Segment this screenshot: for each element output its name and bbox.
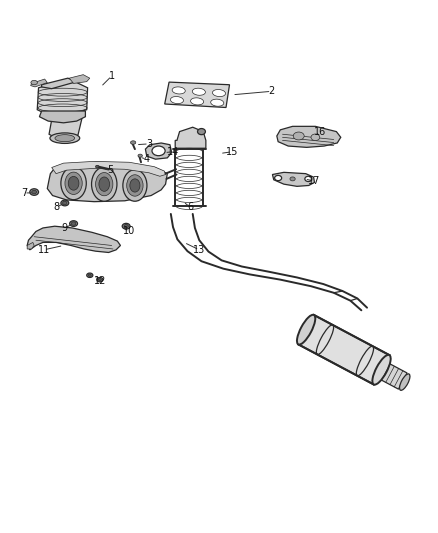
Polygon shape bbox=[52, 161, 166, 176]
Ellipse shape bbox=[170, 96, 184, 103]
Text: 4: 4 bbox=[144, 154, 150, 164]
Text: 10: 10 bbox=[123, 227, 135, 237]
Ellipse shape bbox=[92, 167, 117, 201]
Polygon shape bbox=[69, 75, 90, 84]
Text: 6: 6 bbox=[187, 203, 194, 212]
Ellipse shape bbox=[68, 176, 79, 190]
Ellipse shape bbox=[61, 200, 69, 206]
Ellipse shape bbox=[88, 274, 91, 276]
Ellipse shape bbox=[50, 133, 80, 143]
Ellipse shape bbox=[65, 172, 82, 195]
Ellipse shape bbox=[290, 177, 295, 181]
Ellipse shape bbox=[152, 146, 165, 156]
Polygon shape bbox=[298, 315, 389, 384]
Ellipse shape bbox=[99, 177, 110, 191]
Polygon shape bbox=[145, 143, 172, 159]
Polygon shape bbox=[27, 243, 34, 249]
Ellipse shape bbox=[127, 175, 143, 196]
Text: 13: 13 bbox=[193, 245, 205, 255]
Text: 5: 5 bbox=[107, 165, 113, 175]
Ellipse shape bbox=[55, 135, 74, 142]
Text: 11: 11 bbox=[38, 245, 50, 255]
Ellipse shape bbox=[211, 99, 224, 106]
Ellipse shape bbox=[293, 132, 304, 140]
Ellipse shape bbox=[191, 98, 204, 105]
Ellipse shape bbox=[130, 179, 140, 192]
Polygon shape bbox=[47, 162, 167, 201]
Ellipse shape bbox=[372, 355, 391, 385]
Text: 17: 17 bbox=[308, 176, 321, 186]
Text: 7: 7 bbox=[21, 188, 27, 198]
Ellipse shape bbox=[63, 201, 67, 205]
Ellipse shape bbox=[95, 165, 99, 168]
Ellipse shape bbox=[98, 279, 102, 281]
Ellipse shape bbox=[71, 222, 76, 225]
Ellipse shape bbox=[198, 128, 205, 135]
Text: 12: 12 bbox=[94, 276, 106, 286]
Ellipse shape bbox=[212, 90, 226, 96]
Ellipse shape bbox=[297, 315, 315, 345]
Ellipse shape bbox=[131, 141, 136, 144]
Ellipse shape bbox=[122, 223, 130, 229]
Text: 16: 16 bbox=[314, 127, 326, 136]
Ellipse shape bbox=[192, 88, 205, 95]
Ellipse shape bbox=[32, 190, 36, 194]
Ellipse shape bbox=[95, 173, 113, 196]
Text: 3: 3 bbox=[146, 139, 152, 149]
Polygon shape bbox=[377, 362, 407, 389]
Ellipse shape bbox=[138, 154, 142, 157]
Ellipse shape bbox=[124, 224, 128, 228]
Polygon shape bbox=[27, 226, 120, 253]
Ellipse shape bbox=[31, 80, 37, 85]
Text: 14: 14 bbox=[167, 147, 179, 157]
Text: 15: 15 bbox=[226, 147, 238, 157]
Ellipse shape bbox=[61, 167, 86, 200]
Polygon shape bbox=[175, 127, 206, 148]
Text: 8: 8 bbox=[53, 203, 59, 212]
Polygon shape bbox=[49, 117, 82, 140]
Polygon shape bbox=[272, 172, 314, 187]
Ellipse shape bbox=[172, 87, 185, 94]
Polygon shape bbox=[165, 82, 230, 108]
Ellipse shape bbox=[275, 175, 282, 181]
Polygon shape bbox=[31, 79, 47, 87]
Ellipse shape bbox=[311, 134, 320, 141]
Ellipse shape bbox=[87, 273, 93, 278]
Text: 9: 9 bbox=[62, 223, 68, 233]
Ellipse shape bbox=[305, 176, 312, 182]
Text: 2: 2 bbox=[268, 86, 275, 96]
Ellipse shape bbox=[70, 221, 78, 227]
Polygon shape bbox=[39, 111, 85, 123]
Ellipse shape bbox=[123, 169, 147, 201]
Polygon shape bbox=[277, 126, 341, 147]
Ellipse shape bbox=[399, 374, 410, 390]
Polygon shape bbox=[42, 78, 77, 88]
Polygon shape bbox=[37, 83, 88, 115]
Ellipse shape bbox=[30, 189, 39, 195]
Text: 1: 1 bbox=[109, 71, 115, 81]
Ellipse shape bbox=[97, 278, 103, 282]
